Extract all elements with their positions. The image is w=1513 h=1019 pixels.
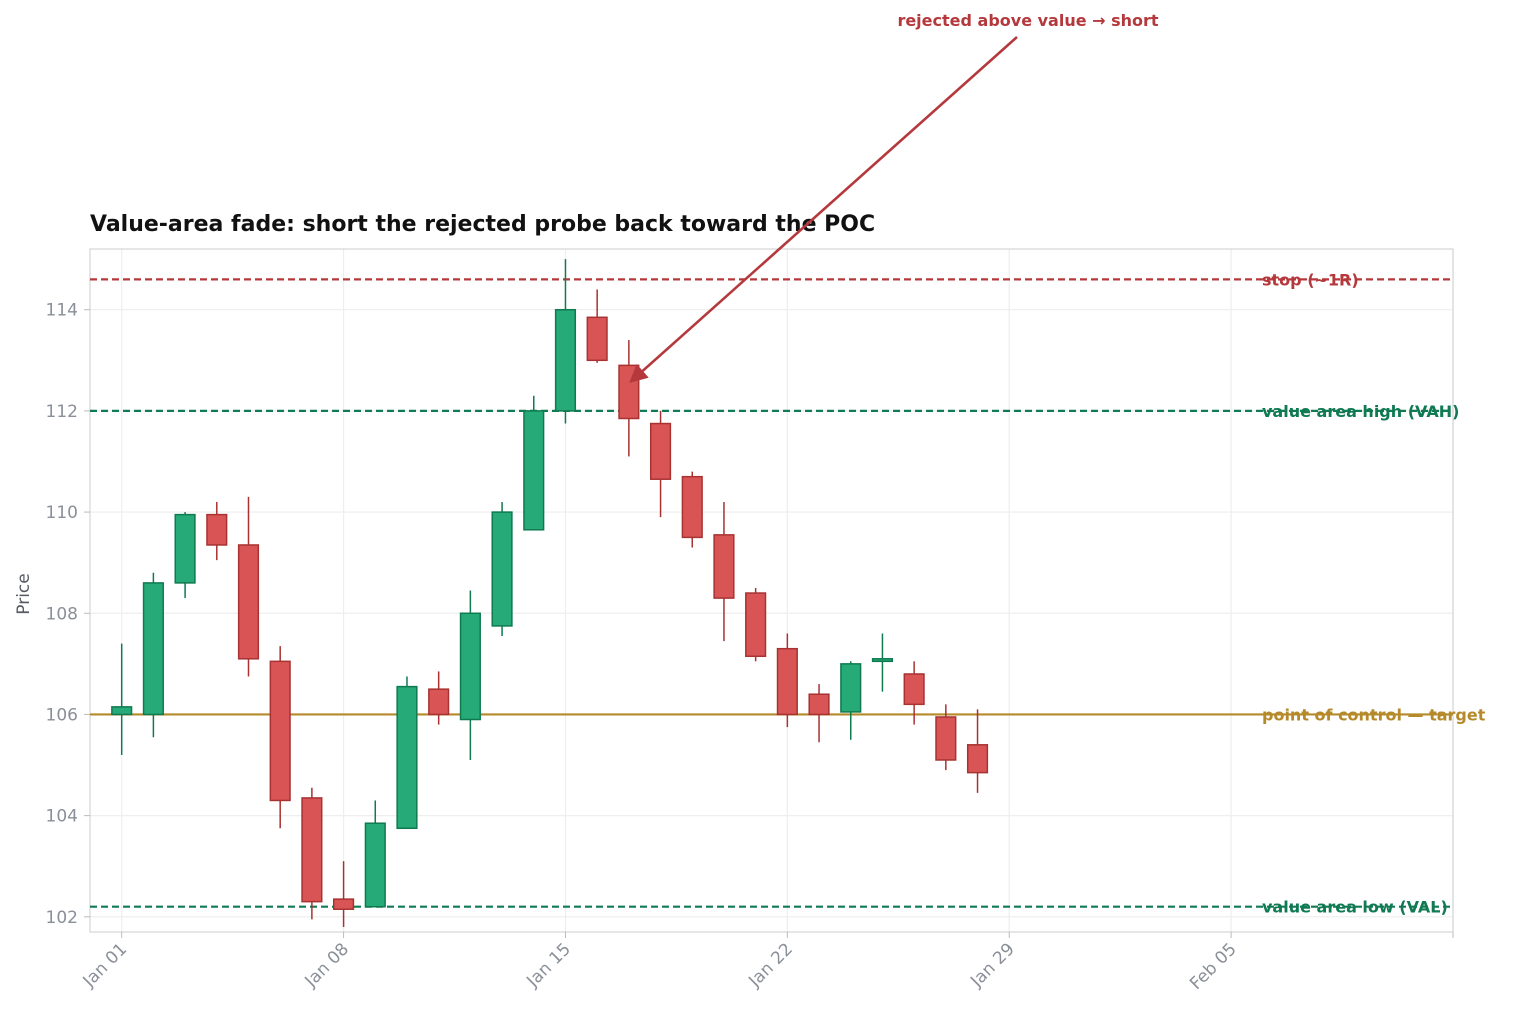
- y-tick-label: 112: [46, 402, 78, 422]
- candle-body: [840, 663, 862, 713]
- candle: [491, 501, 513, 637]
- candle-body: [903, 673, 925, 706]
- annotation-text: rejected above value → short: [897, 11, 1158, 30]
- candle-body: [935, 716, 957, 761]
- candle-body: [649, 422, 672, 480]
- candle: [618, 340, 640, 457]
- candle-body: [554, 308, 577, 412]
- candle: [871, 633, 894, 692]
- candle-body: [364, 822, 386, 908]
- x-tick-label: Jan 08: [301, 939, 354, 992]
- y-axis-label: Price: [14, 573, 34, 614]
- candle-body: [681, 475, 703, 539]
- candle: [776, 633, 798, 728]
- reference-line-label: value area low (VAL): [1262, 898, 1448, 917]
- chart-title: Value-area fade: short the rejected prob…: [90, 212, 875, 237]
- candles: [111, 259, 989, 927]
- candle-body: [745, 592, 767, 658]
- candle-body: [237, 544, 260, 660]
- grid: [90, 249, 1454, 932]
- candle-body: [618, 364, 640, 420]
- candle: [523, 395, 545, 531]
- candle: [808, 684, 830, 743]
- candle-body: [966, 744, 989, 774]
- candle: [174, 512, 196, 599]
- candle-body: [428, 688, 450, 716]
- candle: [269, 646, 291, 829]
- candle: [554, 259, 577, 424]
- x-ticks: Jan 01 Jan 08 Jan 15 Jan 22 Jan 29 Feb 05: [79, 932, 1454, 994]
- candle-body: [586, 316, 608, 362]
- x-tick-label: Jan 15: [522, 939, 575, 992]
- reference-line-labels: stop (~1R) value area high (VAH) point of …: [1262, 270, 1486, 916]
- candle-body: [174, 513, 196, 584]
- candle: [903, 661, 925, 725]
- candle-body: [459, 612, 481, 721]
- annotation-arrow: [629, 36, 1018, 383]
- candle: [935, 704, 957, 771]
- annotations: rejected above value → short: [629, 11, 1159, 383]
- candle: [111, 643, 133, 755]
- y-tick-label: 106: [46, 705, 78, 725]
- candle: [966, 709, 989, 793]
- reference-line-label: point of control — target: [1262, 705, 1486, 724]
- y-tick-label: 114: [46, 301, 78, 321]
- candle-body: [776, 647, 798, 716]
- reference-line-label: value area high (VAH): [1262, 402, 1459, 421]
- candle-body: [301, 797, 323, 903]
- reference-lines: [90, 278, 1453, 908]
- y-tick-label: 102: [46, 908, 78, 928]
- reference-line-label: stop (~1R): [1262, 270, 1359, 289]
- candle-body: [206, 513, 228, 546]
- candle: [840, 661, 862, 740]
- candle: [237, 496, 260, 677]
- candle-body: [523, 410, 545, 531]
- candle-body: [871, 658, 894, 663]
- candle: [364, 800, 386, 908]
- candle-body: [333, 898, 355, 910]
- candle: [459, 590, 481, 760]
- candle-body: [269, 660, 291, 802]
- x-tick-label: Feb 05: [1186, 939, 1241, 994]
- candle: [396, 676, 418, 830]
- candle: [142, 572, 164, 738]
- plot-frame: [89, 248, 1454, 933]
- candle: [713, 501, 735, 642]
- candle: [206, 501, 228, 561]
- x-tick-label: Jan 29: [966, 939, 1019, 992]
- y-tick-label: 108: [46, 604, 78, 624]
- y-tick-label: 104: [46, 807, 78, 827]
- candle: [681, 471, 703, 548]
- candle: [745, 587, 767, 662]
- candle-body: [111, 706, 133, 716]
- candle: [301, 787, 323, 920]
- y-tick-label: 110: [46, 503, 78, 523]
- x-tick-label: Jan 22: [744, 939, 797, 992]
- candle: [333, 861, 355, 927]
- candle-body: [142, 582, 164, 716]
- candle: [649, 410, 672, 518]
- candle-body: [396, 685, 418, 830]
- x-tick-label: Jan 01: [79, 939, 132, 992]
- candle-body: [808, 693, 830, 716]
- candle: [586, 289, 608, 363]
- candle-body: [713, 534, 735, 599]
- y-ticks: 102 104 106 108 110 112 114: [46, 301, 90, 928]
- candle: [428, 671, 450, 725]
- candle-body: [491, 511, 513, 627]
